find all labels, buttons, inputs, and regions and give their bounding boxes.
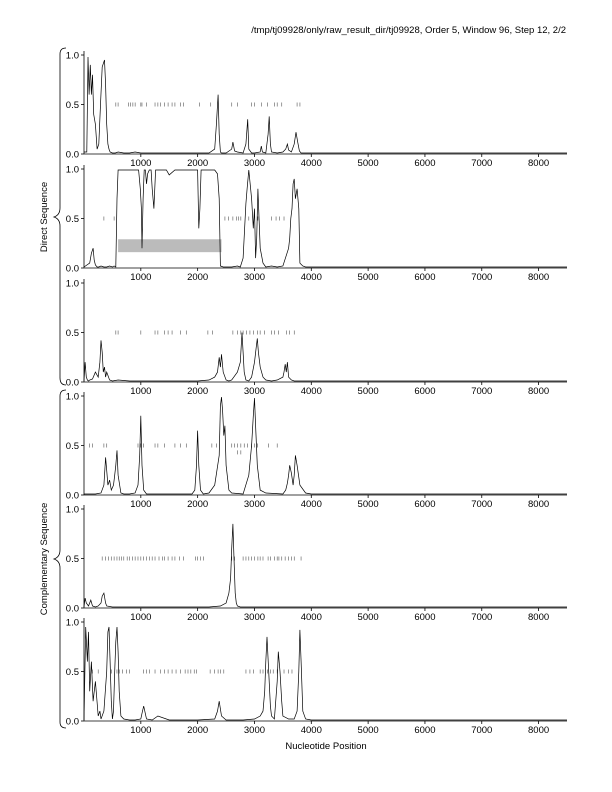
bracket-direct <box>52 47 67 386</box>
panels-group: 0.0 0.5 1.0 1000 2000 3000 4000 5000 6000 7000 800… <box>66 50 567 736</box>
x-tick-label: 5000 <box>358 158 379 169</box>
x-tick-label: 1000 <box>130 612 151 623</box>
x-tick-label: 6000 <box>414 158 435 169</box>
y-tick-label: 0.5 <box>66 667 79 678</box>
y-tick-label: 0.0 <box>66 377 79 388</box>
y-tick-label: 1.0 <box>66 278 79 289</box>
x-tick-label: 8000 <box>528 272 549 283</box>
x-tick-label: 8000 <box>528 612 549 623</box>
series-line <box>83 169 567 268</box>
x-tick-label: 2000 <box>187 499 208 510</box>
x-tick-label: 5000 <box>358 725 379 736</box>
panel-1: 0.0 0.5 1.0 1000 2000 3000 4000 5000 6000 7000 800… <box>66 50 567 169</box>
x-tick-label: 8000 <box>528 725 549 736</box>
x-tick-label: 7000 <box>471 386 492 397</box>
x-tick-label: 7000 <box>471 499 492 510</box>
highlight-region <box>118 239 222 253</box>
x-tick-label: 6000 <box>414 499 435 510</box>
y-tick-label: 0.5 <box>66 328 79 339</box>
x-tick-label: 2000 <box>187 158 208 169</box>
x-tick-label: 6000 <box>414 612 435 623</box>
y-tick-label: 1.0 <box>66 391 79 402</box>
panel-3: 0.0 0.5 1.0 1000 2000 3000 4000 5000 6000 7000 800… <box>66 278 567 397</box>
x-tick-label: 6000 <box>414 272 435 283</box>
y-tick-label: 0.5 <box>66 214 79 225</box>
y-tick-label: 1.0 <box>66 50 79 61</box>
x-tick-label: 2000 <box>187 612 208 623</box>
x-tick-label: 6000 <box>414 725 435 736</box>
y-tick-label: 0.0 <box>66 149 79 160</box>
x-tick-label: 3000 <box>244 158 265 169</box>
x-tick-label: 3000 <box>244 612 265 623</box>
x-tick-label: 8000 <box>528 386 549 397</box>
x-tick-label: 6000 <box>414 386 435 397</box>
x-tick-label: 2000 <box>187 386 208 397</box>
x-tick-label: 5000 <box>358 386 379 397</box>
x-tick-label: 7000 <box>471 725 492 736</box>
x-tick-label: 1000 <box>130 386 151 397</box>
x-tick-label: 3000 <box>244 272 265 283</box>
x-tick-label: 4000 <box>301 386 322 397</box>
series-line <box>83 523 567 608</box>
group-label-direct: Direct Sequence <box>39 182 50 252</box>
series-line <box>83 626 567 721</box>
x-tick-label: 3000 <box>244 386 265 397</box>
x-tick-label: 5000 <box>358 272 379 283</box>
x-tick-label: 4000 <box>301 725 322 736</box>
panel-5: 0.0 0.5 1.0 1000 2000 3000 4000 5000 6000 7000 800… <box>66 504 567 623</box>
x-tick-label: 7000 <box>471 272 492 283</box>
x-tick-label: 8000 <box>528 158 549 169</box>
y-tick-label: 0.0 <box>66 490 79 501</box>
y-tick-label: 0.0 <box>66 603 79 614</box>
x-tick-label: 3000 <box>244 499 265 510</box>
series-line <box>84 396 567 495</box>
x-tick-label: 4000 <box>301 612 322 623</box>
bracket-complementary <box>52 389 67 729</box>
series-line <box>83 332 567 382</box>
page-title: /tmp/tj09928/only/raw_result_dir/tj09928… <box>251 25 566 36</box>
x-tick-label: 5000 <box>358 499 379 510</box>
y-tick-label: 0.5 <box>66 441 79 452</box>
panel-6: 0.0 0.5 1.0 1000 2000 3000 4000 5000 6000 7000 800… <box>66 617 567 736</box>
x-tick-label: 4000 <box>301 272 322 283</box>
x-tick-label: 4000 <box>301 499 322 510</box>
panel-2: 0.0 0.5 1.0 1000 2000 3000 4000 5000 6000 7000 800… <box>66 164 567 283</box>
panel-4: 0.0 0.5 1.0 1000 2000 3000 4000 5000 6000 7000 800… <box>66 391 567 510</box>
x-tick-label: 5000 <box>358 612 379 623</box>
x-tick-label: 4000 <box>301 158 322 169</box>
x-tick-label: 1000 <box>130 272 151 283</box>
x-tick-label: 1000 <box>130 158 151 169</box>
x-tick-label: 2000 <box>187 272 208 283</box>
y-tick-label: 1.0 <box>66 504 79 515</box>
x-axis-title: Nucleotide Position <box>285 741 366 752</box>
group-label-complementary: Complementary Sequence <box>39 503 50 615</box>
group-labels: Direct Sequence Complementary Sequence <box>39 182 50 615</box>
x-tick-label: 7000 <box>471 612 492 623</box>
y-tick-label: 0.0 <box>66 263 79 274</box>
y-tick-label: 0.5 <box>66 100 79 111</box>
x-tick-label: 2000 <box>187 725 208 736</box>
x-tick-label: 7000 <box>471 158 492 169</box>
x-tick-label: 8000 <box>528 499 549 510</box>
y-tick-label: 0.5 <box>66 554 79 565</box>
x-tick-label: 1000 <box>130 499 151 510</box>
x-tick-label: 3000 <box>244 725 265 736</box>
y-tick-label: 1.0 <box>66 164 79 175</box>
x-tick-label: 1000 <box>130 725 151 736</box>
y-tick-label: 0.0 <box>66 716 79 727</box>
y-tick-label: 1.0 <box>66 617 79 628</box>
series-line <box>84 56 567 154</box>
